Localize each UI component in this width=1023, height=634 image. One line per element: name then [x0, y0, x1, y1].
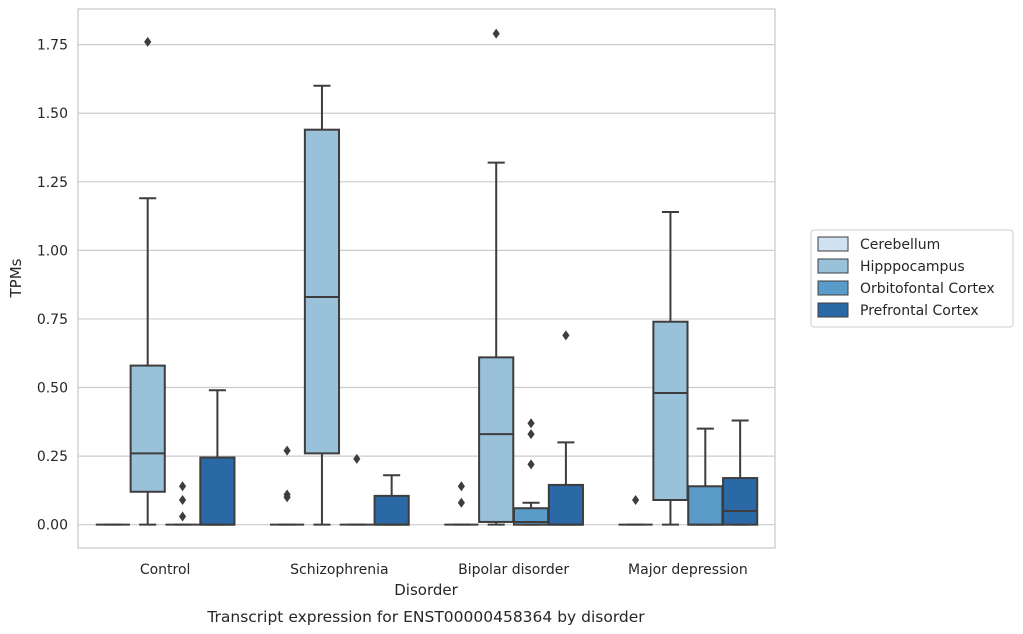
box-cerebellum — [444, 481, 479, 526]
box-orbitofontal-cortex — [165, 481, 200, 526]
x-tick-label: Schizophrenia — [290, 562, 388, 578]
outlier-point — [283, 445, 291, 456]
box-prefrontal-cortex — [373, 474, 410, 526]
chart-caption: Transcript expression for ENST0000045836… — [206, 608, 645, 626]
legend: Cerebellum Hipppocampus Orbitofontal Corte… — [810, 229, 1014, 328]
box-plots — [95, 28, 759, 526]
legend-swatch — [817, 236, 849, 252]
x-axis-label: Disorder — [394, 581, 458, 599]
outlier-point — [527, 429, 535, 440]
outlier-point — [457, 497, 465, 508]
y-tick-label: 1.25 — [37, 175, 68, 191]
box-prefrontal-cortex — [547, 330, 584, 526]
legend-swatch — [817, 302, 849, 318]
outlier-point — [178, 511, 187, 522]
outlier-point — [527, 418, 535, 429]
outlier-point — [283, 489, 291, 500]
legend-swatch — [817, 280, 849, 296]
outlier-point — [457, 481, 465, 492]
legend-label: Hipppocampus — [860, 259, 965, 275]
box-hipppocampus — [303, 84, 341, 526]
box-iqr — [373, 494, 410, 526]
x-tick-label: Major depression — [628, 562, 748, 578]
box-orbitofontal-cortex — [339, 453, 374, 526]
y-axis-label: TPMs — [7, 258, 25, 298]
legend-label: Orbitofontal Cortex — [860, 281, 995, 297]
legend-label: Cerebellum — [860, 237, 940, 253]
outlier-point — [492, 28, 500, 39]
box-cerebellum — [270, 445, 305, 526]
box-orbitofontal-cortex — [512, 418, 550, 526]
y-tick-label: 0.75 — [37, 312, 68, 328]
box-hipppocampus — [129, 36, 166, 526]
box-hipppocampus — [478, 28, 515, 526]
grid-lines — [78, 44, 775, 526]
outlier-point — [527, 459, 535, 470]
box-iqr — [129, 364, 166, 493]
box-iqr — [303, 128, 341, 455]
box-prefrontal-cortex — [199, 389, 236, 526]
box-iqr — [478, 356, 515, 523]
x-tick-label: Control — [140, 562, 191, 578]
outlier-point — [178, 494, 187, 505]
box-cerebellum — [618, 494, 653, 526]
legend-frame — [810, 229, 1014, 328]
y-tick-label: 0.25 — [37, 449, 68, 465]
box-iqr — [199, 456, 236, 526]
box-iqr — [722, 477, 759, 526]
y-axis: 0.00 0.25 0.50 0.75 1.00 1.25 1.50 1.75 — [37, 38, 68, 534]
box-orbitofontal-cortex — [687, 427, 724, 526]
outlier-point — [178, 481, 187, 492]
box-iqr — [687, 485, 724, 526]
y-tick-label: 1.75 — [37, 38, 68, 54]
plot-frame — [77, 8, 776, 549]
outlier-point — [562, 330, 570, 341]
box-iqr — [652, 320, 689, 501]
box-iqr — [547, 483, 584, 526]
y-tick-label: 1.00 — [37, 243, 68, 259]
y-tick-label: 1.50 — [37, 106, 68, 122]
legend-swatch — [817, 258, 849, 274]
y-tick-label: 0.00 — [37, 518, 68, 534]
x-axis: Control Schizophrenia Bipolar disorder Majo… — [140, 562, 748, 578]
outlier-point — [353, 453, 361, 464]
y-tick-label: 0.50 — [37, 381, 68, 397]
x-tick-label: Bipolar disorder — [458, 562, 569, 578]
box-prefrontal-cortex — [722, 419, 759, 526]
outlier-point — [632, 494, 640, 505]
legend-label: Prefrontal Cortex — [860, 303, 979, 319]
outlier-point — [144, 36, 152, 47]
box-hipppocampus — [652, 210, 689, 526]
